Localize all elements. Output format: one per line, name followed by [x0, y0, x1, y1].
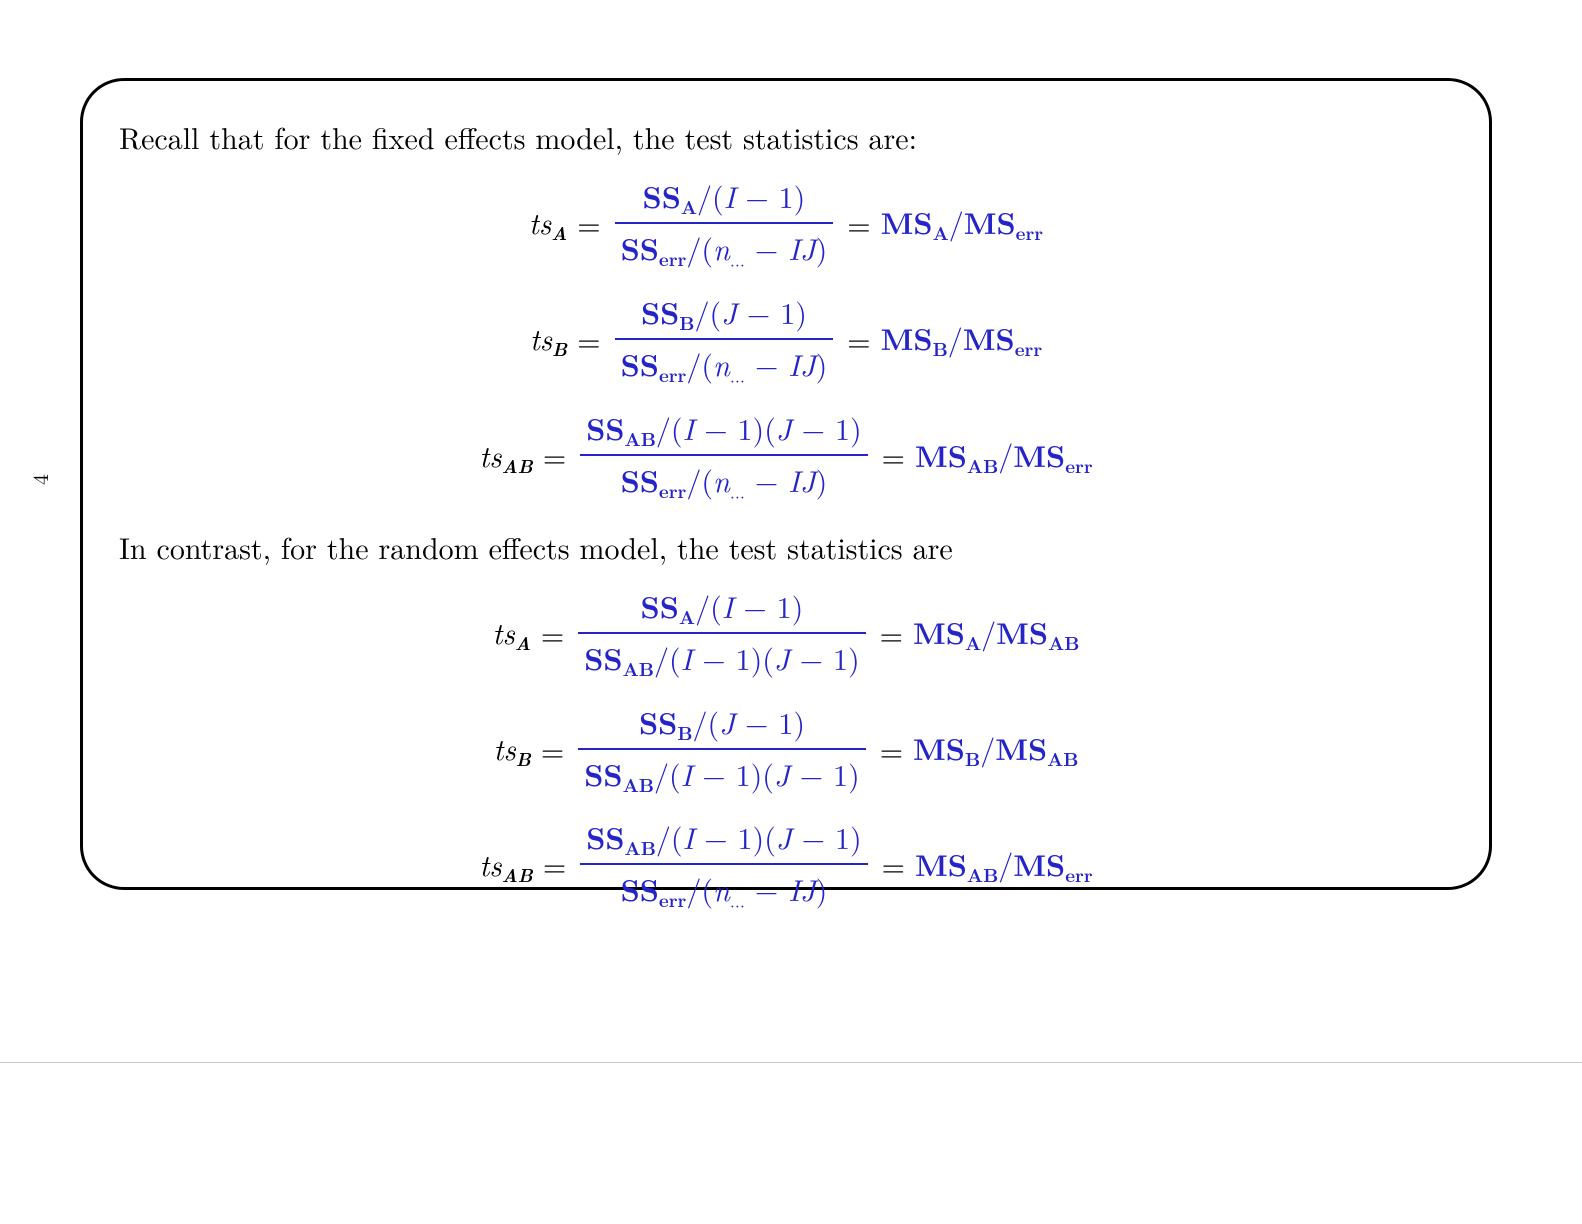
intro-random-effects: In contrast, for the random effects mode… [119, 527, 1453, 566]
eq-fixed-tsB: tsB = SSB/(J − 1) SSerr/(n... − IJ) = MS… [119, 290, 1453, 388]
slide-page: 4 Recall that for the fixed effects mode… [0, 0, 1582, 1224]
eq-fixed-tsA: tsA = SSA/(I − 1) SSerr/(n... − IJ) = MS… [119, 174, 1453, 272]
intro-fixed-effects: Recall that for the fixed effects model,… [119, 117, 1453, 156]
page-number: 4 [24, 474, 55, 485]
eq-random-tsB: tsB = SSB/(J − 1) SSAB/(I − 1)(J − 1) = … [119, 700, 1453, 798]
eq-fixed-tsAB: tsAB = SSAB/(I − 1)(J − 1) SSerr/(n... −… [119, 406, 1453, 504]
eq-random-tsAB: tsAB = SSAB/(I − 1)(J − 1) SSerr/(n... −… [119, 815, 1453, 913]
eq-random-tsA: tsA = SSA/(I − 1) SSAB/(I − 1)(J − 1) = … [119, 584, 1453, 682]
page-divider [0, 1062, 1582, 1063]
content-frame: Recall that for the fixed effects model,… [80, 78, 1492, 890]
